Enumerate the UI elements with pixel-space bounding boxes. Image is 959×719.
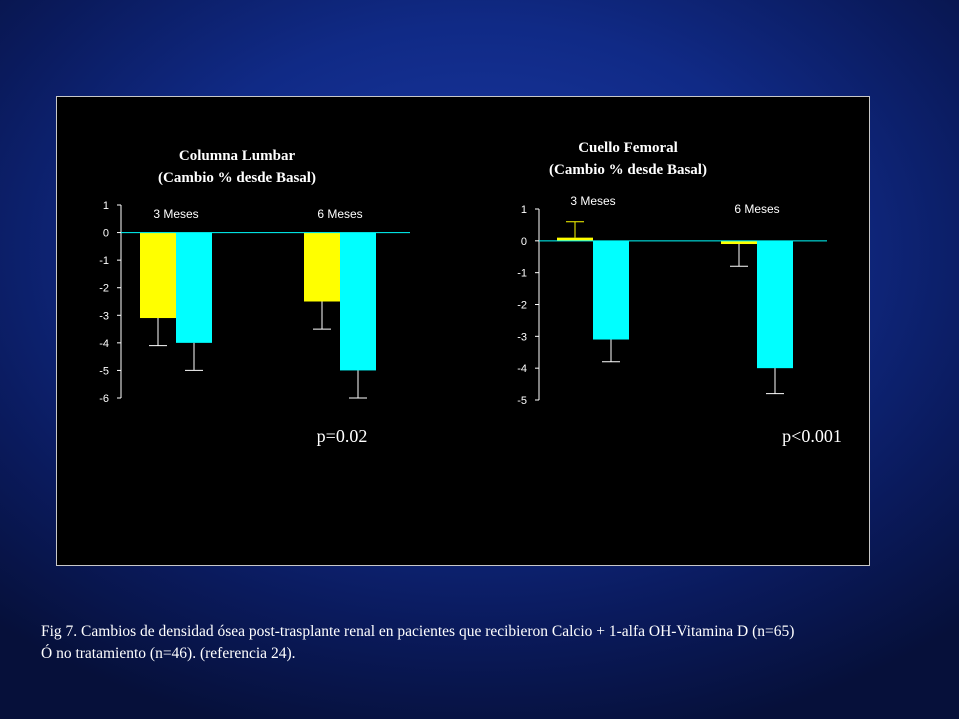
y-tick-label: -1 <box>517 268 527 280</box>
category-label: 6 Meses <box>317 207 362 221</box>
bar <box>340 232 376 371</box>
y-tick-label: -4 <box>99 338 109 350</box>
y-tick-label: -2 <box>99 283 109 295</box>
caption-line-2: Ó no tratamiento (n=46). (referencia 24)… <box>41 645 296 662</box>
bar <box>593 240 629 340</box>
y-tick-label: -5 <box>99 365 109 377</box>
bar <box>757 240 793 369</box>
chart-2: Cuello Femoral (Cambio % desde Basal) 1 0 -1… <box>517 140 842 446</box>
chart-1: Columna Lumbar (Cambio % desde Basal) 1 0 -1… <box>99 148 410 446</box>
p-value-annotation: p<0.001 <box>782 426 842 446</box>
y-tick-label: 0 <box>103 228 109 240</box>
y-tick-label: -5 <box>517 395 527 407</box>
bar <box>176 232 212 343</box>
charts-svg: Columna Lumbar (Cambio % desde Basal) 1 0 -1… <box>99 140 842 446</box>
y-tick-label: 1 <box>103 200 109 212</box>
y-tick-label: -4 <box>517 363 527 375</box>
bar <box>557 237 593 241</box>
bar <box>304 232 340 302</box>
chart-subtitle: (Cambio % desde Basal) <box>158 170 316 186</box>
y-tick-label: -6 <box>99 393 109 405</box>
figure-caption: Fig 7. Cambios de densidad ósea post-tra… <box>41 621 956 665</box>
caption-line-1: Fig 7. Cambios de densidad ósea post-tra… <box>41 623 795 640</box>
bar <box>140 232 176 319</box>
bar <box>721 240 757 245</box>
y-tick-label: -2 <box>517 300 527 312</box>
p-value-annotation: p=0.02 <box>317 426 368 446</box>
y-tick-label: -1 <box>99 255 109 267</box>
chart-panel: Columna Lumbar (Cambio % desde Basal) 1 0 -1… <box>56 96 870 566</box>
y-tick-label: -3 <box>517 331 527 343</box>
chart-title: Columna Lumbar <box>179 148 296 164</box>
chart-title: Cuello Femoral <box>578 140 678 156</box>
y-tick-label: 1 <box>521 204 527 216</box>
y-tick-label: 0 <box>521 236 527 248</box>
category-label: 3 Meses <box>153 207 198 221</box>
category-label: 3 Meses <box>570 194 615 208</box>
y-tick-label: -3 <box>99 310 109 322</box>
chart-subtitle: (Cambio % desde Basal) <box>549 162 707 178</box>
category-label: 6 Meses <box>734 202 779 216</box>
